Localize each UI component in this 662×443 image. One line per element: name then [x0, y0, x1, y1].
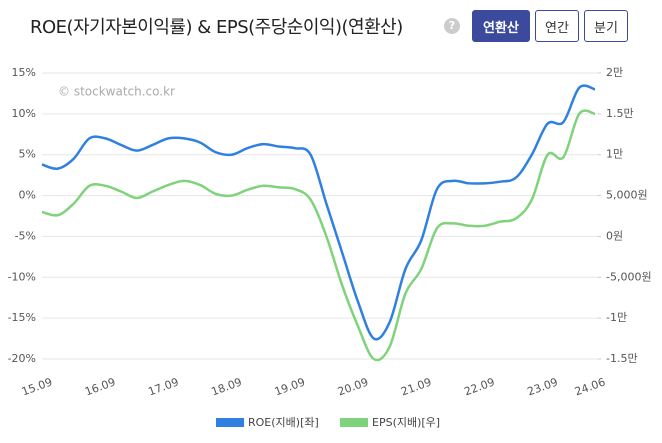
series-line [41, 109, 596, 362]
y-tick-label: -20% [8, 352, 36, 365]
y2-tick-label: -1.5만 [606, 352, 638, 365]
y-tick-label: 10% [12, 107, 36, 120]
y2-tick-label: -1만 [606, 311, 627, 324]
button[interactable]: 연환산 [472, 10, 530, 42]
x-tick-label: 15.09 [20, 375, 54, 398]
legend-label: EPS(지배)[우] [372, 416, 440, 429]
y2-tick-label: 2만 [606, 66, 623, 79]
legend-swatch [340, 418, 368, 427]
series-line [41, 84, 596, 341]
legend-swatch [216, 418, 244, 427]
y2-tick-label: 5,000원 [606, 189, 648, 202]
button[interactable]: 연간 [535, 10, 579, 42]
legend-label: ROE(지배)[좌] [248, 416, 319, 429]
y2-tick-label: 0원 [606, 229, 623, 242]
y-tick-label: 0% [19, 189, 36, 202]
y-tick-label: 15% [12, 66, 36, 79]
x-tick-label: 22.09 [462, 375, 496, 398]
y-tick-label: 5% [19, 148, 36, 161]
y2-tick-label: 1만 [606, 148, 623, 161]
x-tick-label: 18.09 [210, 375, 244, 398]
chart-title: ROE(자기자본이익률) & EPS(주당순이익)(연환산) [30, 17, 403, 38]
y-tick-label: -10% [8, 270, 36, 283]
x-tick-label: 24.06 [573, 375, 607, 398]
y2-tick-label: 1.5만 [606, 107, 634, 120]
watermark: © stockwatch.co.kr [58, 85, 175, 99]
y-tick-label: -15% [8, 311, 36, 324]
button[interactable]: 분기 [584, 10, 628, 42]
x-tick-label: 23.09 [526, 375, 560, 398]
x-tick-label: 19.09 [273, 375, 307, 398]
y-tick-label: -5% [15, 229, 36, 242]
help-icon[interactable]: ? [444, 18, 460, 34]
x-tick-label: 16.09 [83, 375, 117, 398]
x-tick-label: 21.09 [399, 375, 433, 398]
y2-tick-label: -5,000원 [606, 270, 652, 283]
x-tick-label: 17.09 [146, 375, 180, 398]
x-tick-label: 20.09 [336, 375, 370, 398]
